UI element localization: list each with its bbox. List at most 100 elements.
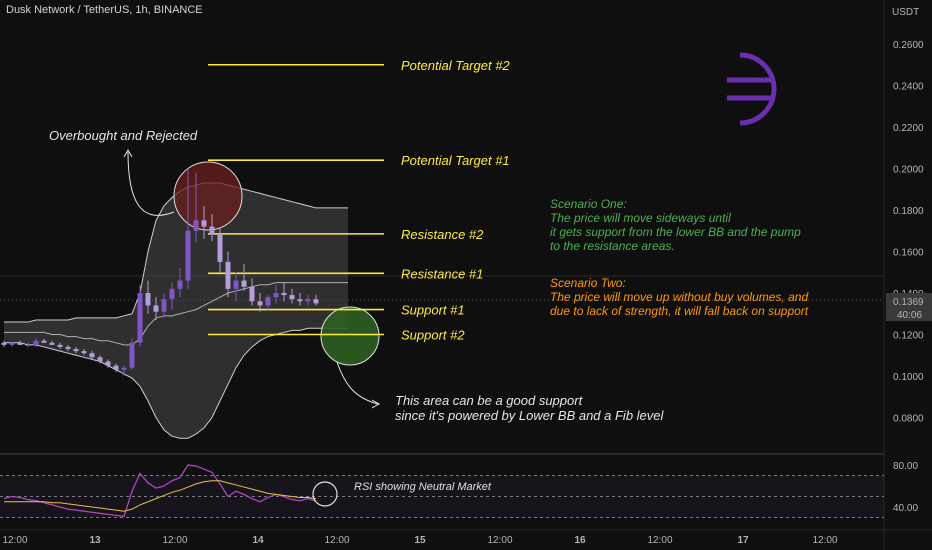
y-tick-label: 0.2200: [893, 123, 924, 134]
support-area-label: This area can be a good support: [395, 393, 584, 408]
price-axis[interactable]: USDT 0.2600 0.2400 0.2200 0.2000 0.1800 0.1600…: [886, 7, 932, 514]
candle-body: [161, 299, 167, 312]
candle-body: [265, 297, 271, 306]
candle-body: [105, 361, 111, 366]
scenario-one-text: it gets support from the lower BB and th…: [550, 225, 801, 239]
x-tick-label: 15: [414, 535, 426, 546]
candle-body: [65, 346, 71, 350]
scenario-one-text: Scenario One:: [550, 197, 627, 211]
logo-arc: [739, 52, 777, 126]
candle-body: [9, 342, 15, 345]
x-tick-label: 12:00: [324, 535, 349, 546]
chart-title: Dusk Network / TetherUS, 1h, BINANCE: [6, 4, 203, 16]
scenario-one-text: to the resistance areas.: [550, 239, 675, 253]
support-arrow: [336, 361, 379, 405]
y-tick-label: 0.1200: [893, 331, 924, 342]
y-tick-label: 0.0800: [893, 414, 924, 425]
current-price-box: [886, 293, 932, 321]
rsi-pane: RSI showing Neutral Market: [0, 464, 884, 518]
bb-fill: [4, 183, 348, 439]
candle-body: [313, 299, 319, 304]
scenario-two-text: Scenario Two:: [550, 276, 626, 290]
level-label: Support #1: [401, 303, 465, 318]
highlight-zones: [173, 161, 380, 366]
x-tick-label: 13: [89, 535, 101, 546]
candle-body: [113, 365, 119, 370]
candle-body: [1, 342, 7, 345]
y-tick-label: 0.1600: [893, 248, 924, 259]
level-label: Potential Target #1: [401, 153, 510, 168]
candle-body: [121, 367, 127, 370]
candle-body: [97, 357, 103, 362]
price-levels: Potential Target #2 Potential Target #1 Re…: [208, 58, 510, 343]
y-tick-label: 0.2600: [893, 40, 924, 51]
x-tick-label: 12:00: [162, 535, 187, 546]
candle-body: [297, 299, 303, 302]
candle-body: [33, 340, 39, 345]
y-tick-label: 0.1800: [893, 206, 924, 217]
candle-body: [217, 234, 223, 262]
support-area-label: since it's powered by Lower BB and a Fib…: [395, 408, 665, 423]
candle-body: [209, 226, 215, 235]
candle-body: [17, 342, 23, 345]
rsi-tick-label: 80.00: [893, 461, 918, 472]
y-tick-label: 0.1000: [893, 372, 924, 383]
x-tick-label: 14: [252, 535, 264, 546]
x-tick-label: 12:00: [2, 535, 27, 546]
rsi-line: [3, 464, 317, 518]
overbought-circle: [173, 161, 243, 231]
annotations: Overbought and Rejected This area can be …: [49, 128, 809, 423]
candle-body: [241, 280, 247, 287]
support-arrowhead: [371, 399, 381, 409]
candle-body: [73, 349, 79, 352]
scenario-one-text: The price will move sideways until: [550, 211, 731, 225]
candle-body: [177, 280, 183, 289]
rsi-circle: [312, 481, 338, 507]
scenario-two-text: The price will move up without buy volum…: [550, 290, 808, 304]
y-tick-label: 0.2000: [893, 165, 924, 176]
candle-body: [193, 220, 199, 231]
candle-body: [233, 280, 239, 289]
candle-body: [25, 344, 31, 346]
overbought-arrow: [127, 151, 175, 216]
rsi-tick-label: 40.00: [893, 503, 918, 514]
candle-body: [145, 293, 151, 306]
x-tick-label: 12:00: [812, 535, 837, 546]
scenario-two-text: due to lack of strength, it will fall ba…: [550, 304, 809, 318]
time-axis[interactable]: 12:00 13 12:00 14 12:00 15 12:00 16 12:00 17 12:00: [2, 535, 837, 546]
candle-body: [89, 353, 95, 358]
candle-body: [257, 301, 263, 306]
overbought-label: Overbought and Rejected: [49, 128, 198, 143]
candle-body: [129, 342, 135, 368]
candle-body: [57, 344, 63, 347]
candle-body: [49, 342, 55, 345]
level-label: Resistance #1: [401, 266, 483, 281]
candle-body: [305, 299, 311, 302]
bb-basis-line: [4, 282, 348, 346]
overbought-arrowhead: [123, 148, 133, 158]
candle-body: [249, 286, 255, 302]
level-label: Support #2: [401, 328, 465, 343]
candle-body: [289, 295, 295, 300]
axis-unit-label: USDT: [892, 7, 919, 18]
candle-body: [81, 351, 87, 354]
current-price-label: 0.1369: [893, 297, 924, 308]
y-tick-label: 0.2400: [893, 82, 924, 93]
x-tick-label: 12:00: [487, 535, 512, 546]
candle-body: [201, 220, 207, 227]
candle-body: [137, 293, 143, 343]
candle-body: [281, 293, 287, 296]
candles: [1, 168, 319, 376]
x-tick-label: 16: [574, 535, 586, 546]
candle-body: [273, 293, 279, 298]
bb-lower-line: [4, 327, 348, 439]
candle-body: [41, 340, 47, 343]
candle-body: [169, 288, 175, 300]
x-tick-label: 17: [737, 535, 749, 546]
level-label: Potential Target #2: [401, 58, 510, 73]
candle-body: [225, 261, 231, 289]
support-circle: [320, 306, 380, 366]
rsi-note: RSI showing Neutral Market: [354, 481, 492, 493]
candle-body: [153, 305, 159, 312]
